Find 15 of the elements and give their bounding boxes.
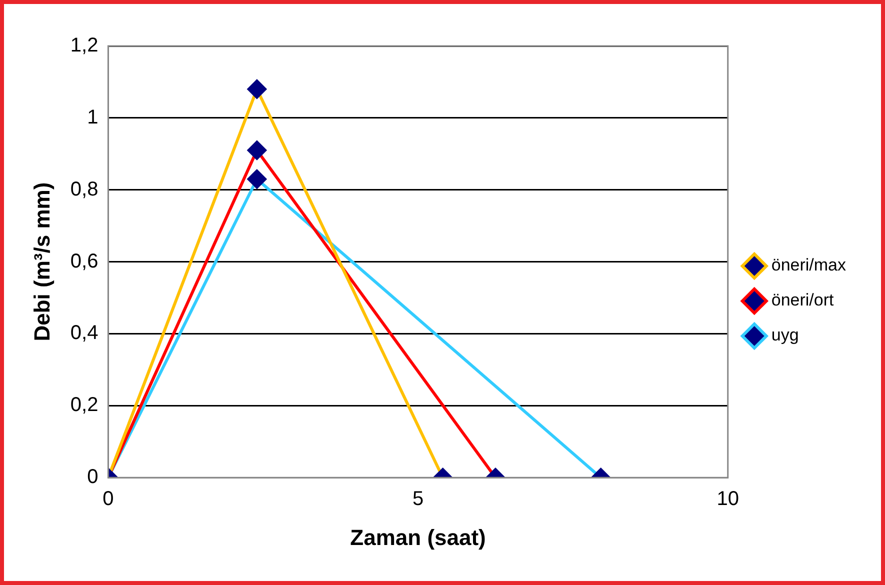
y-tick-label: 0,6 <box>70 250 98 272</box>
x-tick-label: 0 <box>102 488 114 510</box>
y-tick-label: 0,2 <box>70 394 98 416</box>
y-tick-label: 0 <box>87 466 98 488</box>
legend-label: uyg <box>771 326 799 345</box>
y-axis-title: Debi (m³/s mm) <box>29 182 54 342</box>
y-tick-label: 1 <box>87 106 98 128</box>
x-axis-title: Zaman (saat) <box>350 524 486 550</box>
x-tick-label: 5 <box>412 488 424 510</box>
legend-label: öneri/max <box>771 256 846 275</box>
legend-label: öneri/ort <box>771 290 834 310</box>
y-tick-label: 1,2 <box>70 34 98 57</box>
y-tick-label: 0,4 <box>70 322 98 344</box>
y-tick-label: 0,8 <box>70 178 98 200</box>
x-tick-label: 10 <box>716 488 739 510</box>
